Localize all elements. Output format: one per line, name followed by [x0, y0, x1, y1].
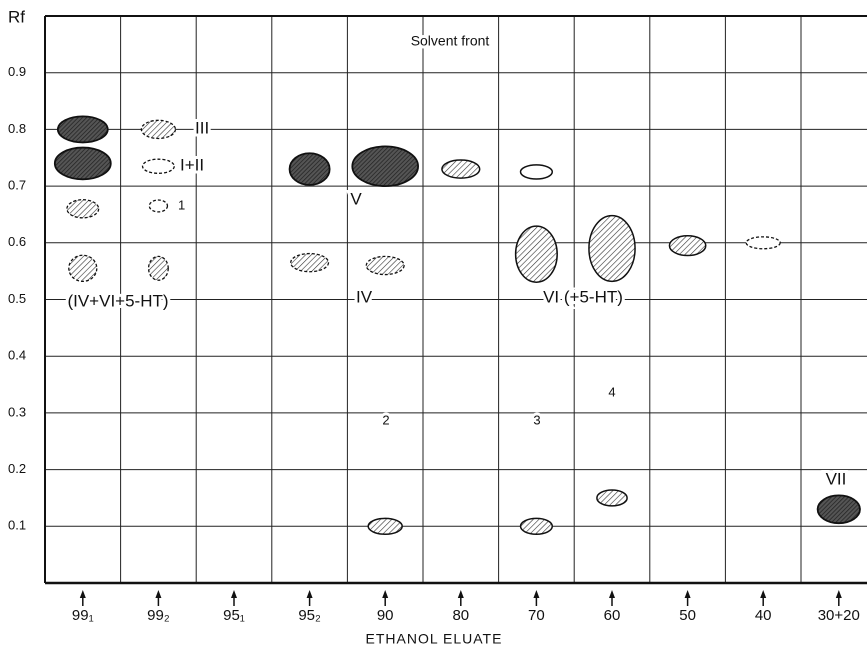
x-tick-label: 80: [452, 607, 469, 624]
x-axis-label: ETHANOL ELUATE: [366, 631, 503, 647]
origin-arrow-head: [306, 590, 313, 598]
spot: [596, 489, 628, 507]
annotation: Solvent front: [411, 33, 490, 49]
spot: [148, 199, 169, 213]
annotation: (IV+VI+5-HT): [67, 291, 168, 310]
spot: [519, 517, 554, 535]
origin-arrow-head: [533, 590, 540, 598]
y-tick-label: 0.4: [8, 348, 26, 363]
spot: [588, 214, 636, 283]
annotation: I+II: [180, 155, 204, 174]
y-tick-label: 0.8: [8, 121, 26, 136]
spot: [68, 254, 98, 283]
y-axis-label: Rf: [8, 7, 25, 26]
x-tick-label: 60: [604, 607, 621, 624]
spot: [519, 164, 554, 180]
annotation: VII: [826, 469, 847, 488]
annotation: V: [350, 189, 362, 208]
spot: [56, 115, 109, 144]
annotation: 3: [533, 412, 540, 427]
y-tick-label: 0.3: [8, 404, 26, 419]
x-tick-label: 99₁: [72, 607, 94, 624]
spot: [66, 199, 100, 219]
x-tick-label: 99₂: [147, 607, 170, 624]
origin-arrow-head: [760, 590, 767, 598]
x-tick-label: 90: [377, 607, 394, 624]
spot: [367, 517, 403, 535]
origin-arrow-head: [231, 590, 237, 598]
spot: [816, 494, 861, 525]
annotation: VI (+5-HT): [543, 287, 623, 306]
annotation: 4: [608, 384, 615, 399]
annotation: IV: [356, 287, 373, 306]
origin-arrow-head: [684, 590, 691, 598]
x-tick-label: 70: [528, 607, 545, 624]
spot: [290, 252, 330, 273]
origin-arrow-head: [835, 590, 842, 598]
annotation: III: [195, 118, 209, 137]
origin-arrow-head: [457, 590, 464, 598]
spot: [441, 159, 481, 179]
annotation: 1: [178, 197, 185, 212]
spot: [365, 255, 405, 276]
spot: [351, 145, 419, 188]
spot: [147, 255, 169, 281]
x-tick-label: 95₂: [298, 607, 321, 624]
y-tick-label: 0.6: [8, 234, 26, 249]
origin-arrow-head: [155, 590, 162, 598]
spot: [514, 225, 558, 283]
y-tick-label: 0.5: [8, 291, 26, 306]
spot: [745, 236, 781, 250]
y-tick-label: 0.1: [8, 518, 26, 533]
y-tick-label: 0.9: [8, 64, 26, 79]
spot: [141, 158, 175, 174]
origin-arrow-head: [382, 590, 389, 598]
annotation: 2: [382, 412, 389, 427]
origin-arrow-head: [609, 590, 615, 598]
x-tick-label: 30+20: [818, 607, 860, 624]
spot: [140, 119, 177, 140]
spot: [288, 152, 331, 186]
spot: [668, 234, 707, 257]
x-tick-label: 95₁: [223, 607, 245, 624]
x-tick-label: 50: [679, 607, 696, 624]
y-tick-label: 0.7: [8, 178, 26, 193]
spot: [53, 146, 112, 181]
x-tick-label: 40: [755, 607, 772, 624]
y-tick-label: 0.2: [8, 461, 26, 476]
origin-arrow-head: [79, 590, 86, 598]
